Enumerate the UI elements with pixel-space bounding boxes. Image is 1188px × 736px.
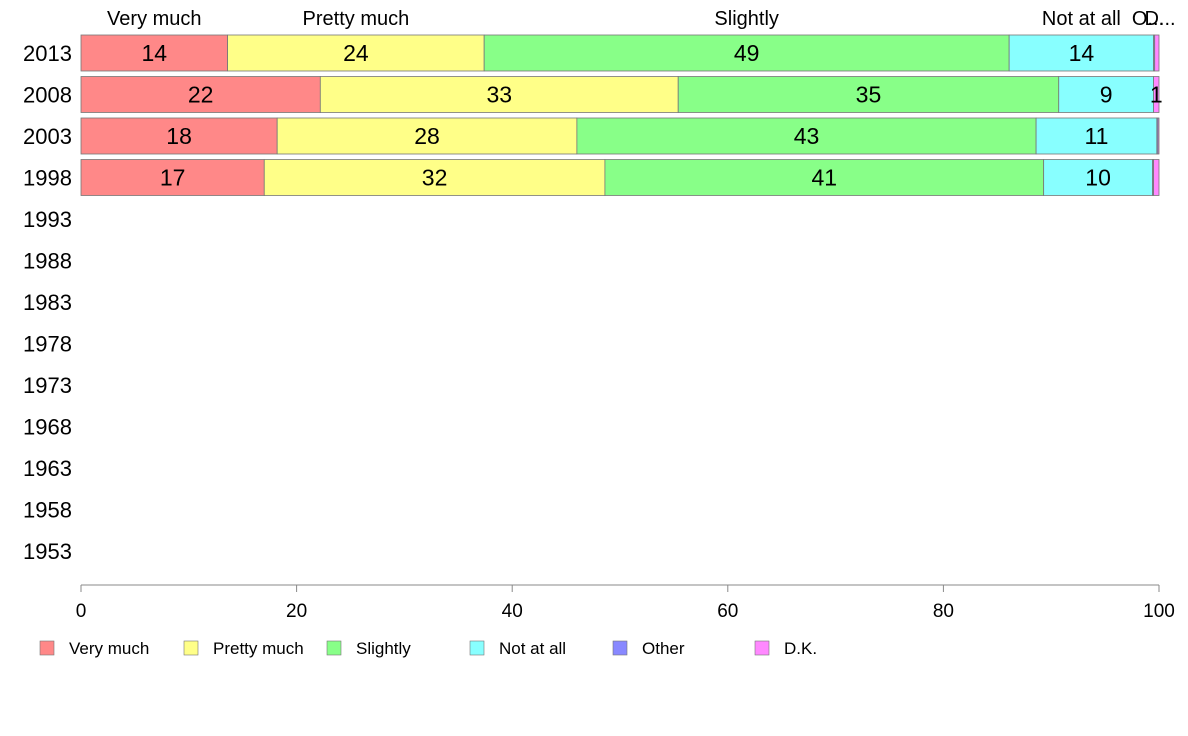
bar-2013-not-at-all <box>1008 34 1155 72</box>
bar-2003-very-much <box>80 117 278 155</box>
bar-value-label: 33 <box>486 82 512 108</box>
bar-2008-d-k- <box>1153 76 1160 113</box>
bar-value-label: 22 <box>188 82 214 108</box>
legend-swatch <box>39 640 55 656</box>
bar-value-label: 9 <box>1100 82 1113 108</box>
y-tick-label: 1958 <box>23 498 72 523</box>
bar-value-label: 24 <box>343 40 369 66</box>
legend-label: Very much <box>69 639 149 658</box>
bar-value-label: 10 <box>1085 165 1111 191</box>
x-tick-label: 60 <box>717 601 738 622</box>
y-tick-label: 1978 <box>23 332 72 357</box>
bar-2008-very-much <box>80 76 321 113</box>
legend-swatch <box>326 640 342 656</box>
y-tick-label: 1973 <box>23 373 72 398</box>
y-tick-label: 1988 <box>23 249 72 274</box>
bar-2003-d-k- <box>1157 117 1160 155</box>
bar-1998-d-k- <box>1153 159 1160 196</box>
segment-header-label: Slightly <box>714 8 778 30</box>
bar-value-label: 49 <box>734 40 760 66</box>
bar-2008-slightly <box>677 76 1060 113</box>
legend-swatch <box>612 640 628 656</box>
bar-value-label: 18 <box>166 123 192 149</box>
y-tick-label: 1993 <box>23 207 72 232</box>
y-tick-label: 1953 <box>23 539 72 564</box>
y-tick-label: 1983 <box>23 290 72 315</box>
legend-swatch <box>469 640 485 656</box>
y-tick-label: 1963 <box>23 456 72 481</box>
bar-2008-not-at-all <box>1058 76 1155 113</box>
bar-value-label: 28 <box>414 123 440 149</box>
x-tick-label: 20 <box>286 601 307 622</box>
legend-swatch <box>183 640 199 656</box>
y-tick-label: 2013 <box>23 41 72 66</box>
bar-2013-d-k- <box>1154 34 1160 72</box>
legend-label: Not at all <box>499 639 566 658</box>
y-tick-label: 2003 <box>23 124 72 149</box>
legend-label: Slightly <box>356 639 411 658</box>
bar-2003-not-at-all <box>1035 117 1158 155</box>
bar-1998-slightly <box>604 159 1045 196</box>
legend-label: Pretty much <box>213 639 304 658</box>
bar-value-label: 1 <box>1150 82 1163 108</box>
bar-value-label: 14 <box>142 40 168 66</box>
bar-2013-very-much <box>80 34 229 72</box>
bar-value-label: 14 <box>1069 40 1095 66</box>
bar-2013-pretty-much <box>227 34 485 72</box>
segment-header-label: O... <box>1132 8 1164 30</box>
segment-header-label: Pretty much <box>303 8 410 30</box>
bar-2008-pretty-much <box>319 76 679 113</box>
legend-label: Other <box>642 639 685 658</box>
x-tick-label: 80 <box>933 601 954 622</box>
legend-swatch <box>754 640 770 656</box>
bar-value-label: 41 <box>811 165 837 191</box>
bar-value-label: 32 <box>422 165 448 191</box>
bar-1998-very-much <box>80 159 265 196</box>
bar-1998-pretty-much <box>263 159 606 196</box>
y-tick-label: 1998 <box>23 166 72 191</box>
x-tick-label: 40 <box>502 601 523 622</box>
segment-header-label: Not at all <box>1042 8 1121 30</box>
y-tick-label: 1968 <box>23 415 72 440</box>
bar-value-label: 11 <box>1085 123 1109 149</box>
bar-value-label: 43 <box>794 123 820 149</box>
bar-1998-not-at-all <box>1043 159 1153 196</box>
bar-value-label: 17 <box>160 165 186 191</box>
bar-value-label: 35 <box>856 82 882 108</box>
bar-2003-slightly <box>576 117 1037 155</box>
segment-header-label: Very much <box>107 8 201 30</box>
y-tick-label: 2008 <box>23 83 72 108</box>
bar-2013-slightly <box>483 34 1010 72</box>
x-tick-label: 100 <box>1143 601 1175 622</box>
segment-header-label: D... <box>1144 8 1175 30</box>
legend-label: D.K. <box>784 639 817 658</box>
x-tick-label: 0 <box>76 601 87 622</box>
